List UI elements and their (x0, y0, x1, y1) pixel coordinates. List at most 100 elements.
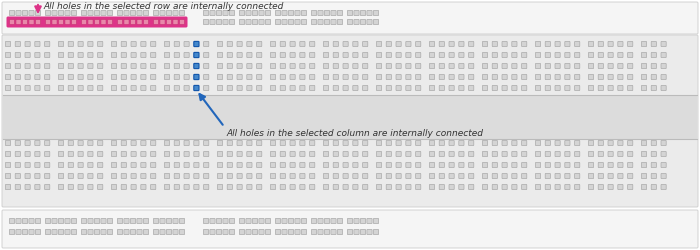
FancyBboxPatch shape (396, 52, 401, 58)
FancyBboxPatch shape (247, 140, 252, 145)
FancyBboxPatch shape (337, 218, 342, 224)
FancyBboxPatch shape (15, 162, 20, 168)
FancyBboxPatch shape (482, 162, 488, 168)
FancyBboxPatch shape (204, 10, 209, 16)
FancyBboxPatch shape (589, 152, 594, 156)
FancyBboxPatch shape (88, 20, 93, 24)
FancyBboxPatch shape (337, 230, 342, 234)
FancyBboxPatch shape (270, 184, 276, 190)
FancyBboxPatch shape (97, 74, 103, 80)
FancyBboxPatch shape (492, 162, 498, 168)
FancyBboxPatch shape (16, 218, 21, 224)
FancyBboxPatch shape (536, 174, 540, 178)
FancyBboxPatch shape (343, 162, 348, 168)
FancyBboxPatch shape (25, 74, 30, 80)
FancyBboxPatch shape (270, 86, 276, 90)
FancyBboxPatch shape (6, 140, 10, 145)
FancyBboxPatch shape (641, 184, 647, 190)
FancyBboxPatch shape (270, 52, 276, 58)
FancyBboxPatch shape (555, 42, 560, 46)
FancyBboxPatch shape (439, 140, 444, 145)
FancyBboxPatch shape (88, 86, 93, 90)
FancyBboxPatch shape (589, 184, 594, 190)
FancyBboxPatch shape (458, 52, 464, 58)
FancyBboxPatch shape (439, 184, 444, 190)
FancyBboxPatch shape (522, 152, 527, 156)
FancyBboxPatch shape (15, 184, 20, 190)
FancyBboxPatch shape (363, 86, 368, 90)
FancyBboxPatch shape (9, 230, 15, 234)
FancyBboxPatch shape (628, 64, 633, 68)
FancyBboxPatch shape (406, 152, 411, 156)
FancyBboxPatch shape (78, 152, 83, 156)
FancyBboxPatch shape (429, 140, 435, 145)
FancyBboxPatch shape (318, 218, 323, 224)
FancyBboxPatch shape (45, 64, 50, 68)
FancyBboxPatch shape (6, 42, 10, 46)
FancyBboxPatch shape (492, 174, 498, 178)
FancyBboxPatch shape (216, 20, 222, 24)
FancyBboxPatch shape (88, 42, 93, 46)
FancyBboxPatch shape (121, 174, 127, 178)
FancyBboxPatch shape (337, 10, 342, 16)
FancyBboxPatch shape (331, 10, 336, 16)
FancyBboxPatch shape (492, 152, 498, 156)
FancyBboxPatch shape (373, 218, 379, 224)
FancyBboxPatch shape (347, 230, 353, 234)
FancyBboxPatch shape (309, 140, 315, 145)
FancyBboxPatch shape (396, 42, 401, 46)
FancyBboxPatch shape (194, 86, 199, 90)
FancyBboxPatch shape (416, 174, 421, 178)
FancyBboxPatch shape (343, 42, 348, 46)
Text: All holes in the selected row are internally connected: All holes in the selected row are intern… (43, 2, 284, 11)
FancyBboxPatch shape (35, 74, 40, 80)
FancyBboxPatch shape (88, 152, 93, 156)
FancyBboxPatch shape (353, 184, 358, 190)
FancyBboxPatch shape (589, 42, 594, 46)
FancyBboxPatch shape (275, 230, 281, 234)
FancyBboxPatch shape (237, 86, 242, 90)
FancyBboxPatch shape (545, 52, 550, 58)
FancyBboxPatch shape (58, 184, 64, 190)
FancyBboxPatch shape (575, 184, 580, 190)
FancyBboxPatch shape (468, 64, 474, 68)
FancyBboxPatch shape (396, 152, 401, 156)
FancyBboxPatch shape (641, 86, 647, 90)
FancyBboxPatch shape (164, 64, 169, 68)
FancyBboxPatch shape (58, 230, 64, 234)
FancyBboxPatch shape (555, 162, 560, 168)
FancyBboxPatch shape (25, 52, 30, 58)
FancyBboxPatch shape (288, 230, 293, 234)
FancyBboxPatch shape (25, 162, 30, 168)
FancyBboxPatch shape (536, 140, 540, 145)
FancyBboxPatch shape (228, 86, 232, 90)
FancyBboxPatch shape (458, 162, 464, 168)
FancyBboxPatch shape (575, 74, 580, 80)
FancyBboxPatch shape (343, 184, 348, 190)
FancyBboxPatch shape (363, 52, 368, 58)
FancyBboxPatch shape (101, 218, 106, 224)
FancyBboxPatch shape (88, 52, 93, 58)
FancyBboxPatch shape (204, 64, 209, 68)
FancyBboxPatch shape (16, 20, 21, 24)
FancyBboxPatch shape (522, 174, 527, 178)
FancyBboxPatch shape (246, 218, 251, 224)
FancyBboxPatch shape (628, 162, 633, 168)
FancyBboxPatch shape (184, 52, 189, 58)
FancyBboxPatch shape (628, 52, 633, 58)
FancyBboxPatch shape (280, 86, 286, 90)
FancyBboxPatch shape (78, 140, 83, 145)
FancyBboxPatch shape (641, 74, 647, 80)
FancyBboxPatch shape (204, 184, 209, 190)
FancyBboxPatch shape (363, 174, 368, 178)
FancyBboxPatch shape (353, 86, 358, 90)
FancyBboxPatch shape (290, 74, 295, 80)
FancyBboxPatch shape (502, 152, 508, 156)
FancyBboxPatch shape (45, 52, 50, 58)
FancyBboxPatch shape (141, 184, 146, 190)
FancyBboxPatch shape (111, 64, 117, 68)
FancyBboxPatch shape (270, 152, 276, 156)
FancyBboxPatch shape (153, 10, 159, 16)
FancyBboxPatch shape (46, 10, 50, 16)
FancyBboxPatch shape (618, 162, 623, 168)
